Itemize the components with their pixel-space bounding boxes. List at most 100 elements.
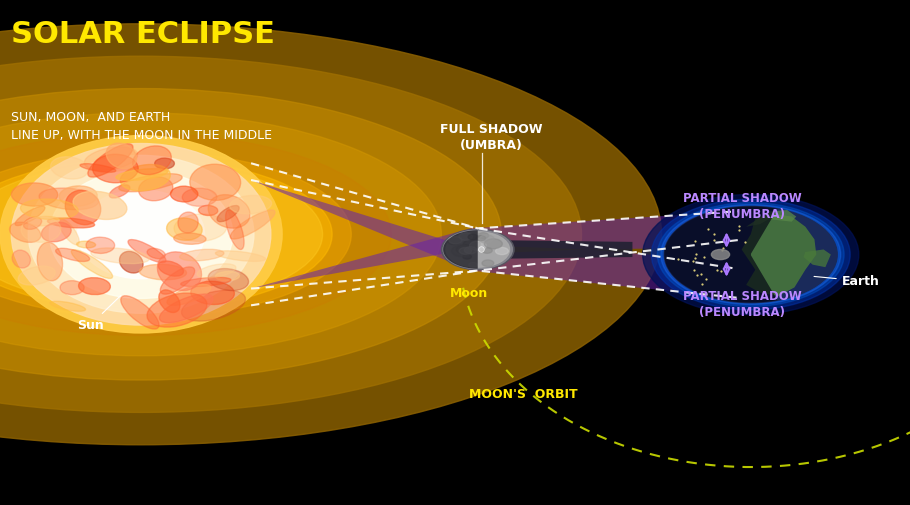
Ellipse shape [160,267,195,294]
Polygon shape [664,207,777,303]
Circle shape [496,248,509,255]
Circle shape [642,195,859,315]
Circle shape [451,245,472,257]
Ellipse shape [51,158,88,180]
Circle shape [657,203,844,307]
Ellipse shape [86,238,115,254]
Ellipse shape [139,265,187,280]
Ellipse shape [155,159,175,170]
Ellipse shape [93,155,138,183]
Ellipse shape [158,262,184,277]
Ellipse shape [178,213,198,234]
Circle shape [463,255,471,260]
Ellipse shape [0,89,501,380]
Circle shape [464,247,477,254]
Ellipse shape [216,272,239,281]
Polygon shape [251,212,738,289]
Ellipse shape [56,249,90,262]
Circle shape [446,232,510,268]
Text: Sun: Sun [77,296,121,331]
Ellipse shape [133,146,171,175]
Ellipse shape [217,206,239,222]
Ellipse shape [181,291,246,322]
Polygon shape [251,181,738,298]
Circle shape [661,205,841,305]
Ellipse shape [167,219,202,241]
Ellipse shape [109,185,130,198]
Ellipse shape [0,25,662,445]
Text: FULL SHADOW
(UMBRA): FULL SHADOW (UMBRA) [440,123,542,152]
Ellipse shape [49,171,233,299]
Circle shape [449,237,462,244]
Text: Earth: Earth [814,275,880,288]
Ellipse shape [88,144,133,178]
Circle shape [470,233,480,239]
Ellipse shape [28,156,254,314]
Circle shape [652,200,850,310]
Circle shape [468,235,478,240]
Ellipse shape [174,215,227,242]
Ellipse shape [229,196,271,215]
Circle shape [478,233,489,239]
Ellipse shape [28,217,59,226]
Circle shape [463,240,480,249]
Ellipse shape [0,163,323,307]
Ellipse shape [15,207,45,226]
Ellipse shape [50,301,86,312]
Ellipse shape [21,217,61,243]
Ellipse shape [179,250,224,261]
Polygon shape [746,211,796,227]
Ellipse shape [47,219,95,228]
Ellipse shape [190,165,240,201]
Ellipse shape [85,147,137,171]
Ellipse shape [167,285,211,306]
Ellipse shape [116,169,167,181]
Ellipse shape [0,57,581,413]
Ellipse shape [42,223,71,242]
Ellipse shape [120,165,170,191]
Ellipse shape [216,251,266,262]
Ellipse shape [59,220,79,245]
Ellipse shape [121,296,159,329]
Ellipse shape [71,250,113,279]
Ellipse shape [12,183,57,207]
Ellipse shape [182,189,217,207]
Circle shape [441,230,514,270]
Ellipse shape [147,249,166,259]
Ellipse shape [208,195,250,229]
Ellipse shape [12,250,30,269]
Ellipse shape [24,218,42,230]
Ellipse shape [60,281,85,295]
Circle shape [459,233,472,241]
Text: SUN, MOON,  AND EARTH
LINE UP, WITH THE MOON IN THE MIDDLE: SUN, MOON, AND EARTH LINE UP, WITH THE M… [11,111,272,142]
Circle shape [460,248,471,255]
Ellipse shape [138,178,173,201]
Text: PARTIAL SHADOW
(PENUMBRA): PARTIAL SHADOW (PENUMBRA) [682,289,802,319]
Ellipse shape [73,192,126,220]
Text: MOON'S  ORBIT: MOON'S ORBIT [469,387,578,400]
Text: Moon: Moon [450,287,488,300]
Ellipse shape [77,190,205,279]
Ellipse shape [106,144,136,169]
Ellipse shape [20,199,78,220]
Ellipse shape [230,211,275,239]
Ellipse shape [0,152,351,318]
Ellipse shape [0,136,282,333]
Circle shape [482,261,494,267]
Circle shape [482,248,492,254]
Circle shape [443,231,512,269]
Polygon shape [742,215,816,296]
Ellipse shape [191,282,235,305]
Ellipse shape [76,242,96,248]
Circle shape [456,245,473,255]
Ellipse shape [66,191,101,225]
Ellipse shape [170,187,197,203]
Circle shape [664,207,837,303]
Ellipse shape [39,189,98,210]
Ellipse shape [208,269,248,291]
Ellipse shape [128,240,166,263]
Ellipse shape [157,252,201,291]
Ellipse shape [91,248,149,264]
Ellipse shape [0,134,391,336]
Circle shape [448,237,461,245]
